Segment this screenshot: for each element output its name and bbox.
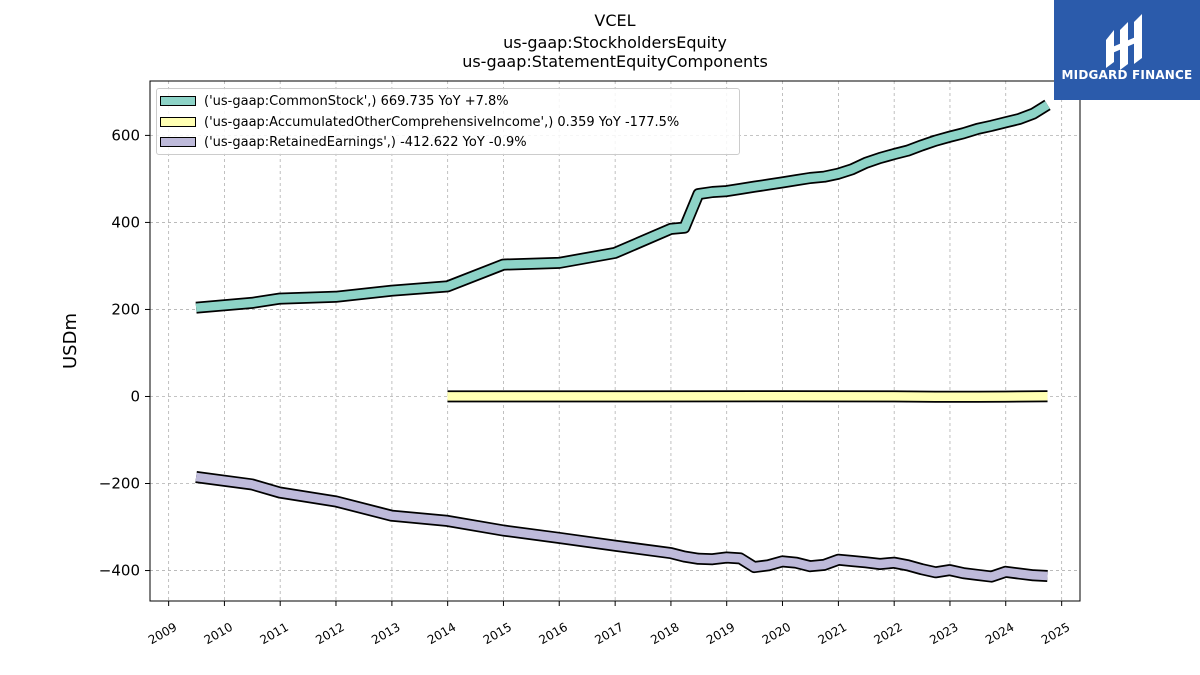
y-tick-label: −200 <box>99 475 140 493</box>
y-tick-label: 0 <box>130 387 140 405</box>
grid-lines <box>150 81 1080 601</box>
y-axis-label: USDm <box>60 313 81 369</box>
legend-label-retained-earnings: ('us-gaap:RetainedEarnings',) -412.622 Y… <box>204 134 527 150</box>
legend-swatch-retained-earnings <box>160 137 196 147</box>
legend-label-aoci: ('us-gaap:AccumulatedOtherComprehensiveI… <box>204 114 680 130</box>
chart-title-ticker: VCEL <box>594 11 636 30</box>
x-tick-label: 2015 <box>481 620 514 647</box>
x-tick-label: 2019 <box>704 620 737 647</box>
y-tick-label: 400 <box>111 213 140 231</box>
series-line-retained-earnings-outline <box>195 471 1048 583</box>
y-tick-label: −400 <box>99 562 140 580</box>
brand-logo: MIDGARD FINANCE <box>1054 0 1200 100</box>
x-tick-label: 2018 <box>648 620 681 647</box>
x-tick-label: 2010 <box>202 620 235 647</box>
series-line-retained-earnings <box>195 472 1048 581</box>
x-tick-label: 2021 <box>816 620 849 647</box>
series-lines <box>195 99 1051 583</box>
chart-legend: ('us-gaap:CommonStock',) 669.735 YoY +7.… <box>156 88 740 155</box>
x-tick-label: 2012 <box>313 620 346 647</box>
x-tick-label: 2022 <box>871 620 904 647</box>
legend-item-retained-earnings: ('us-gaap:RetainedEarnings',) -412.622 Y… <box>157 132 527 152</box>
logo-text: MIDGARD FINANCE <box>1061 68 1193 82</box>
x-tick-label: 2024 <box>983 620 1016 647</box>
legend-label-common-stock: ('us-gaap:CommonStock',) 669.735 YoY +7.… <box>204 93 509 109</box>
x-tick-label: 2009 <box>146 620 179 647</box>
x-tick-label: 2025 <box>1039 620 1072 647</box>
chart-title-components: us-gaap:StatementEquityComponents <box>462 52 768 71</box>
x-tick-label: 2023 <box>927 620 960 647</box>
series-line-common-stock <box>195 101 1050 312</box>
chart-title-concept: us-gaap:StockholdersEquity <box>503 33 727 52</box>
legend-item-aoci: ('us-gaap:AccumulatedOtherComprehensiveI… <box>157 112 679 132</box>
x-tick-label: 2014 <box>425 620 458 647</box>
legend-swatch-common-stock <box>160 96 196 106</box>
x-tick-label: 2020 <box>760 620 793 647</box>
x-tick-label: 2017 <box>592 620 625 647</box>
y-tick-label: 600 <box>111 126 140 144</box>
x-tick-label: 2013 <box>369 620 402 647</box>
y-tick-label: 200 <box>111 300 140 318</box>
legend-item-common-stock: ('us-gaap:CommonStock',) 669.735 YoY +7.… <box>157 91 509 111</box>
legend-swatch-aoci <box>160 117 196 127</box>
x-tick-label: 2016 <box>536 620 569 647</box>
x-tick-label: 2011 <box>257 620 290 647</box>
logo-mark-icon <box>1106 14 1142 70</box>
